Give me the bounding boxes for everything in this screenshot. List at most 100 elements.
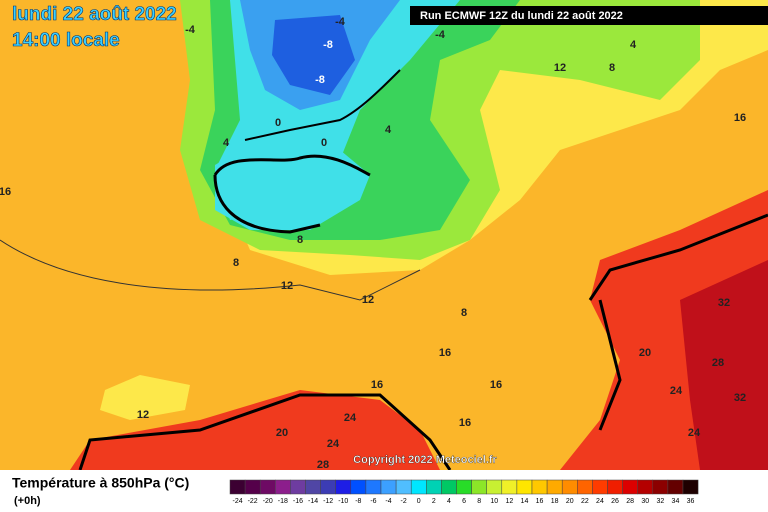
contour-label: -4: [335, 16, 346, 28]
contour-label: 28: [317, 459, 329, 471]
scale-swatch: [395, 479, 412, 495]
scale-label: 0: [417, 498, 421, 505]
scale-swatch: [229, 479, 246, 495]
scale-swatch: [380, 479, 397, 495]
scale-swatch: [561, 479, 578, 495]
contour-label: 8: [461, 307, 467, 319]
contour-label: 28: [712, 357, 724, 369]
contour-label: 16: [439, 347, 451, 359]
scale-swatch: [622, 479, 638, 495]
contour-label: 20: [639, 347, 651, 359]
scale-swatch: [652, 479, 669, 495]
scale-label: 10: [490, 498, 498, 505]
scale-label: -20: [263, 498, 273, 505]
zero-isotherm: [213, 154, 371, 234]
scale-swatch: [471, 479, 487, 495]
contour-label: 0: [321, 137, 327, 149]
scale-label: 12: [505, 498, 513, 505]
contour-label: -8: [315, 74, 325, 86]
zone-red-africa: [70, 390, 440, 470]
copyright: Copyright 2022 Meteociel.fr: [353, 454, 497, 466]
scale-label: 32: [656, 498, 664, 505]
zone-cyan-north-sea: [215, 150, 370, 230]
contour-label: -4: [435, 29, 446, 41]
scale-label: 28: [626, 498, 634, 505]
scale-swatch: [682, 479, 699, 495]
scale-swatch: [275, 479, 291, 495]
zone-deep-blue: [272, 15, 355, 95]
contour-label: 4: [385, 124, 392, 136]
scale-label: 18: [551, 498, 559, 505]
twenty-isotherm-africa: [78, 393, 452, 471]
contour-label: 32: [734, 392, 746, 404]
scale-label: 4: [447, 498, 451, 505]
scale-swatch: [365, 479, 382, 495]
scale-label: 34: [672, 498, 680, 505]
scale-swatch: [305, 479, 321, 495]
scale-label: -22: [248, 498, 258, 505]
contour-label: 12: [362, 294, 374, 306]
contour-label: 16: [734, 112, 746, 124]
scale-swatch: [335, 479, 352, 495]
zone-yellow-atlantic: [100, 375, 190, 420]
scale-label: 16: [536, 498, 544, 505]
date-title: lundi 22 août 2022: [12, 4, 177, 25]
contour-label: 4: [630, 39, 637, 51]
scale-label: 8: [477, 498, 481, 505]
color-scale: -24 -22 -20 -18 -16 -14 -12 -10 -8 -6 -4 -2 0 2 4 6 8 10 1…: [229, 479, 699, 505]
scale-swatch: [577, 479, 593, 495]
scale-swatch: [290, 479, 306, 495]
contour-label: 8: [297, 234, 303, 246]
contour-label: 24: [327, 438, 340, 450]
scale-swatch: [350, 479, 367, 495]
run-info: Run ECMWF 12Z du lundi 22 août 2022: [420, 10, 623, 22]
scale-label: 30: [641, 498, 649, 505]
zero-isotherm-north: [244, 69, 401, 141]
contour-label: -8: [323, 39, 333, 51]
scale-label: -10: [338, 498, 348, 505]
scale-swatch: [486, 479, 503, 495]
contour-label: 8: [609, 62, 615, 74]
legend-title: Température à 850hPa (°C): [12, 475, 189, 491]
scale-swatch: [501, 479, 518, 495]
scale-label: -18: [278, 498, 288, 505]
scale-swatch: [592, 479, 608, 495]
scale-label: 2: [432, 498, 436, 505]
scale-label: -12: [323, 498, 333, 505]
contour-label: 12: [137, 409, 149, 421]
scale-swatch: [320, 479, 336, 495]
scale-label: -2: [401, 498, 407, 505]
scale-swatch: [410, 479, 427, 495]
contour-label: 24: [688, 427, 701, 439]
contour-label: 16: [371, 379, 383, 391]
contour-label: -4: [185, 24, 196, 36]
contour-label: 16: [490, 379, 502, 391]
scale-label: 22: [581, 498, 589, 505]
scale-swatch: [441, 479, 457, 495]
scale-swatch: [426, 479, 442, 495]
scale-swatch: [516, 479, 533, 495]
scale-swatch: [456, 479, 472, 495]
isotherm: [0, 239, 421, 301]
scale-label: 20: [566, 498, 574, 505]
scale-label: 14: [521, 498, 529, 505]
time-title: 14:00 locale: [12, 30, 120, 51]
scale-label: -16: [293, 498, 303, 505]
scale-label: -14: [308, 498, 318, 505]
scale-swatch: [637, 479, 654, 495]
scale-label: 26: [611, 498, 619, 505]
contour-label: 0: [275, 117, 281, 129]
contour-label: 4: [223, 137, 230, 149]
scale-swatch: [667, 479, 684, 495]
scale-swatch: [244, 479, 261, 495]
scale-swatch: [259, 479, 276, 495]
contour-label: 16: [459, 417, 471, 429]
contour-label: 8: [233, 257, 239, 269]
contour-label: 24: [344, 412, 357, 424]
contour-label: 24: [670, 385, 683, 397]
contour-label: 32: [718, 297, 730, 309]
scale-label: 24: [596, 498, 604, 505]
